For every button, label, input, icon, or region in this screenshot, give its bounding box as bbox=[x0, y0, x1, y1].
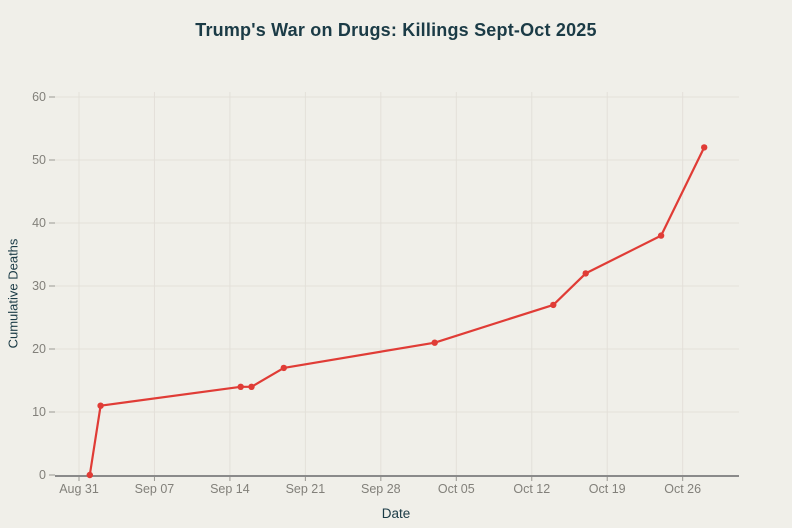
y-tick-label: 50 bbox=[32, 153, 46, 167]
x-tick-label: Sep 07 bbox=[135, 482, 175, 496]
y-tick-label: 20 bbox=[32, 342, 46, 356]
y-tick-label: 0 bbox=[39, 468, 46, 482]
x-tick-label: Aug 31 bbox=[59, 482, 99, 496]
series-line bbox=[88, 146, 706, 476]
x-tick-label: Oct 26 bbox=[664, 482, 701, 496]
y-tick-label: 60 bbox=[32, 90, 46, 104]
data-point[interactable] bbox=[550, 301, 557, 309]
data-point[interactable] bbox=[248, 383, 255, 390]
x-tick-label: Oct 12 bbox=[513, 482, 550, 496]
x-tick-label: Oct 05 bbox=[438, 482, 475, 496]
data-point[interactable] bbox=[280, 364, 287, 372]
y-tick-label: 40 bbox=[32, 216, 46, 230]
chart-title: Trump's War on Drugs: Killings Sept-Oct … bbox=[195, 20, 597, 40]
data-point[interactable] bbox=[657, 232, 665, 239]
tick-labels: Aug 31 Sep 07 Sep 14 Sep 21 Sep 28 Oct 05 Oct … bbox=[32, 90, 701, 496]
data-point[interactable] bbox=[582, 270, 589, 277]
x-tick-label: Sep 28 bbox=[361, 482, 401, 496]
gridlines bbox=[55, 92, 739, 475]
data-point[interactable] bbox=[86, 471, 94, 479]
x-tick-label: Sep 14 bbox=[210, 482, 250, 496]
data-point[interactable] bbox=[237, 383, 244, 390]
data-point[interactable] bbox=[97, 402, 104, 409]
x-tick-label: Oct 19 bbox=[589, 482, 626, 496]
data-point[interactable] bbox=[701, 144, 708, 151]
y-tick-label: 30 bbox=[32, 279, 46, 293]
data-point[interactable] bbox=[431, 339, 438, 346]
axes bbox=[49, 96, 739, 481]
y-tick-label: 10 bbox=[32, 405, 46, 419]
data-series bbox=[86, 144, 708, 479]
x-tick-label: Sep 21 bbox=[286, 482, 326, 496]
x-axis-title: Date bbox=[381, 506, 411, 521]
